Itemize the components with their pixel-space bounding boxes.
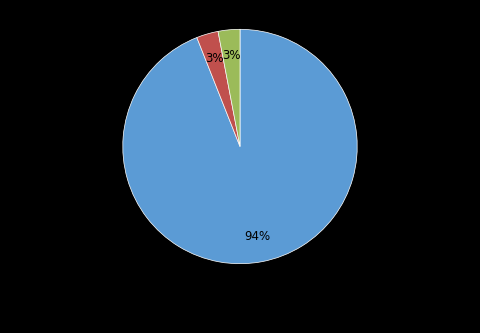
Wedge shape xyxy=(123,29,357,264)
Wedge shape xyxy=(197,31,240,147)
Text: 94%: 94% xyxy=(244,230,270,243)
Text: 3%: 3% xyxy=(205,52,224,65)
Wedge shape xyxy=(218,29,240,147)
Text: 3%: 3% xyxy=(222,49,240,62)
